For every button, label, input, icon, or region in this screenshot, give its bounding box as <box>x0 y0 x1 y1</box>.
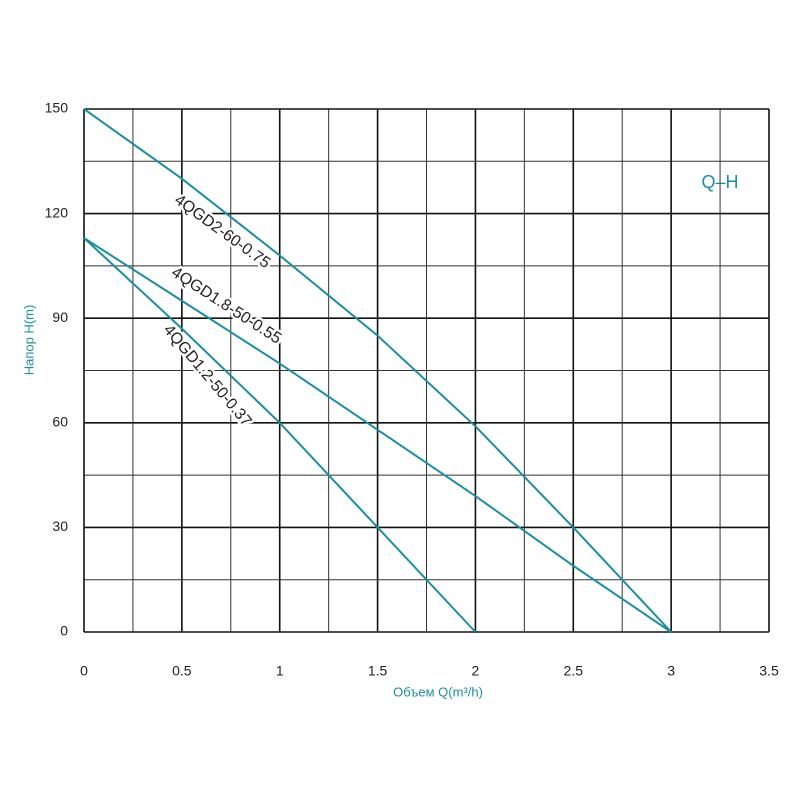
series-label: 4QGD1.8-50-0.55 <box>168 264 284 348</box>
series-line <box>83 108 672 633</box>
x-tick-label: 2.5 <box>564 663 584 679</box>
series-label: 4QGD2-60-0.75 <box>171 191 273 272</box>
x-axis-label: Объем Q(m³/h) <box>393 684 483 699</box>
x-tick-label: 1 <box>276 663 284 679</box>
y-axis-label: Напор H(m) <box>21 305 36 376</box>
y-tick-label: 120 <box>45 204 69 220</box>
x-tick-label: 3.5 <box>759 663 779 679</box>
y-tick-label: 90 <box>52 309 68 325</box>
y-tick-label: 0 <box>60 623 68 639</box>
series-line <box>83 237 477 633</box>
x-tick-label: 1.5 <box>368 663 388 679</box>
x-tick-label: 3 <box>667 663 675 679</box>
series-line <box>83 237 672 633</box>
y-tick-label: 150 <box>45 100 69 116</box>
x-tick-label: 0 <box>80 663 88 679</box>
x-tick-label: 0.5 <box>172 663 192 679</box>
y-tick-label: 30 <box>52 518 68 534</box>
x-tick-label: 2 <box>472 663 480 679</box>
y-tick-label: 60 <box>52 414 68 430</box>
